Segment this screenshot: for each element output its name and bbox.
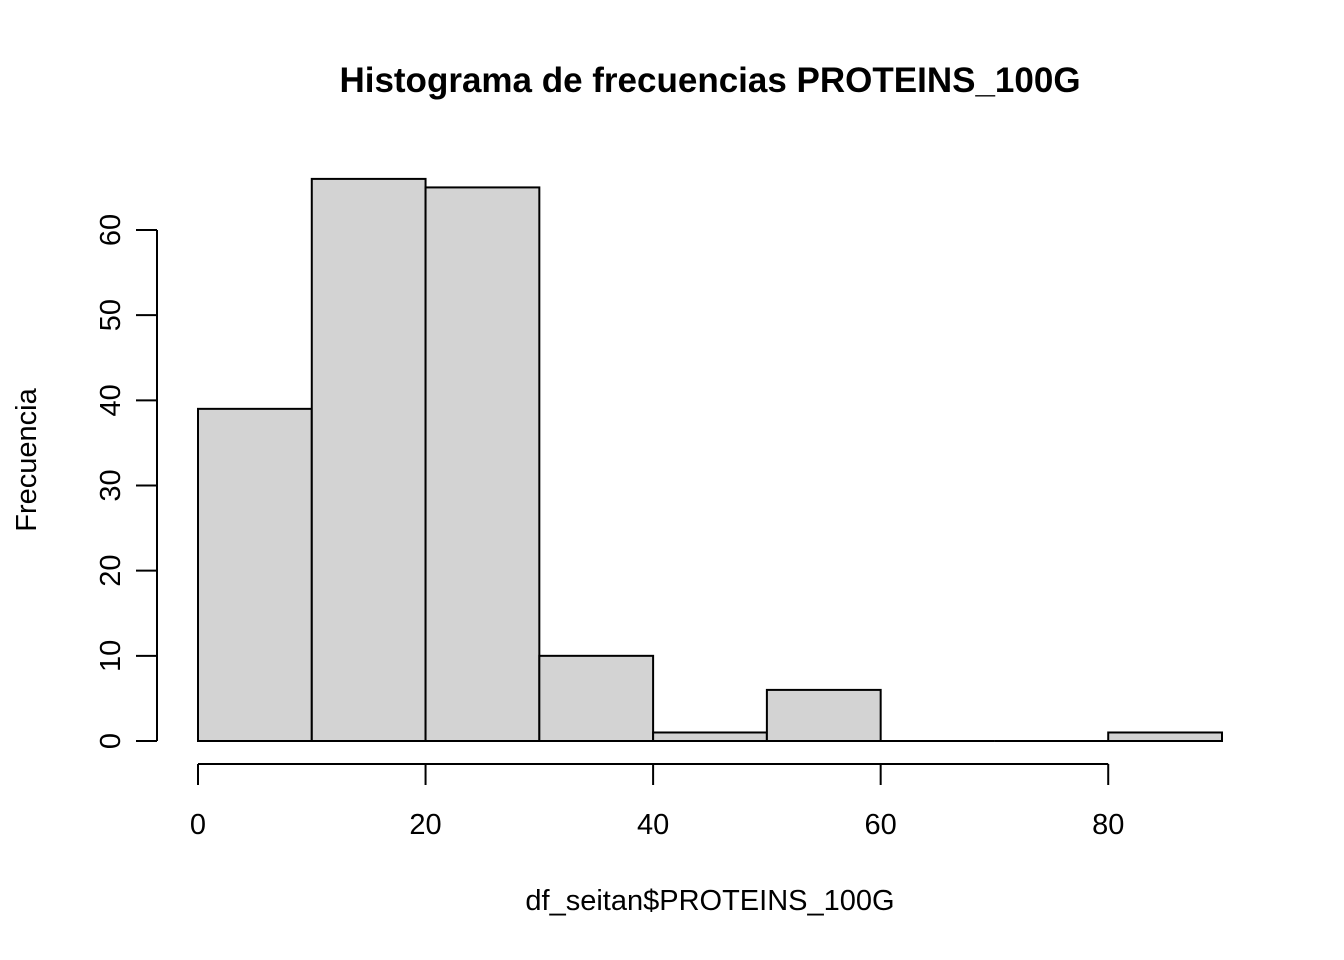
histogram-bar-40-50 (652, 731, 768, 743)
x-axis: 0 20 40 60 80 (190, 763, 1124, 841)
x-tick-label-40: 40 (637, 809, 669, 841)
y-tick-label-50: 50 (95, 299, 127, 331)
x-axis-label: df_seitan$PROTEINS_100G (525, 885, 894, 917)
y-axis-label: Frecuencia (11, 387, 43, 531)
x-tick-label-20: 20 (409, 809, 441, 841)
histogram-bar-10-20 (310, 177, 427, 742)
bars-group (197, 177, 1223, 743)
y-tick-label-40: 40 (95, 384, 127, 416)
histogram-bar-30-40 (538, 654, 655, 742)
x-tick-label-60: 60 (865, 809, 897, 841)
x-tick-label-80: 80 (1092, 809, 1124, 841)
histogram-bar-20-30 (424, 186, 541, 742)
histogram-bar-80-90 (1107, 731, 1223, 743)
y-tick-label-60: 60 (95, 214, 127, 246)
chart-title: Histograma de frecuencias PROTEINS_100G (339, 61, 1080, 100)
histogram-bar-50-60 (765, 688, 882, 743)
y-tick-label-30: 30 (95, 469, 127, 501)
y-tick-label-0: 0 (95, 733, 127, 749)
y-tick-label-20: 20 (95, 555, 127, 587)
y-axis: 0 10 20 30 40 50 60 (95, 214, 158, 749)
y-tick-label-10: 10 (95, 640, 127, 672)
x-tick-label-0: 0 (190, 809, 206, 841)
histogram-bar-0-10 (197, 407, 313, 742)
